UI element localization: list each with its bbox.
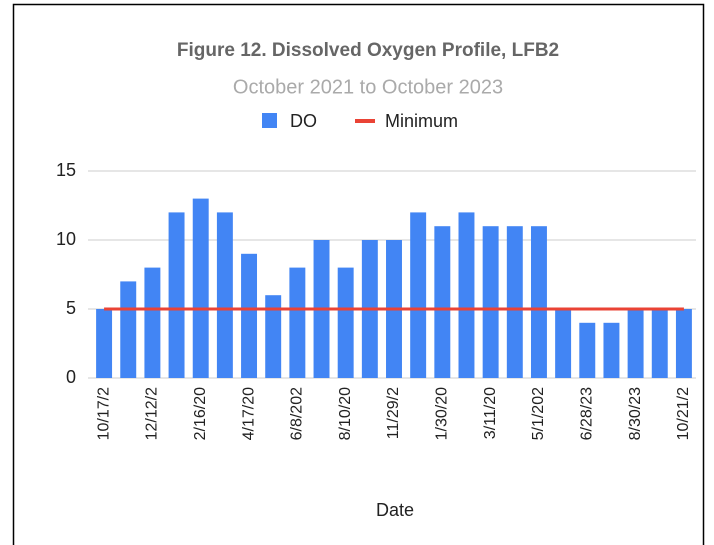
- chart-subtitle: October 2021 to October 2023: [233, 76, 503, 98]
- x-tick-label: 4/17/20: [240, 387, 257, 440]
- y-tick-label: 10: [56, 229, 76, 249]
- x-tick-label: 10/17/2: [95, 387, 112, 440]
- legend-label: Minimum: [385, 111, 458, 131]
- bar: [458, 212, 475, 378]
- bar: [216, 212, 233, 378]
- x-tick-label: 6/28/23: [578, 387, 595, 440]
- bar: [410, 212, 427, 378]
- bar: [337, 267, 354, 378]
- bar: [289, 267, 306, 378]
- y-tick-label: 15: [56, 160, 76, 180]
- y-tick-label: 5: [66, 298, 76, 318]
- bar: [506, 226, 523, 378]
- legend-swatch: [262, 113, 277, 128]
- bar: [530, 226, 547, 378]
- x-axis-label: Date: [376, 500, 414, 520]
- legend-swatch: [355, 119, 375, 123]
- x-tick-label: 5/1/202: [530, 387, 547, 440]
- bar: [675, 309, 692, 378]
- x-tick-label: 3/11/20: [482, 387, 499, 439]
- x-tick-label: 8/30/23: [627, 387, 644, 440]
- bar: [96, 309, 113, 378]
- chart-frame: [12, 3, 705, 545]
- y-tick-label: 0: [66, 367, 76, 387]
- bar: [434, 226, 451, 378]
- bar: [579, 322, 596, 378]
- x-tick-label: 1/30/20: [434, 387, 451, 440]
- bar: [241, 253, 258, 378]
- x-tick-label: 12/12/2: [144, 387, 161, 440]
- bar: [482, 226, 499, 378]
- bar: [168, 212, 185, 378]
- bar: [120, 281, 137, 378]
- x-tick-label: 10/21/2: [675, 387, 692, 440]
- bar: [265, 295, 282, 378]
- chart-title: Figure 12. Dissolved Oxygen Profile, LFB…: [177, 40, 559, 61]
- bar: [144, 267, 161, 378]
- x-tick-label: 2/16/20: [192, 387, 209, 440]
- bar: [651, 309, 668, 378]
- bar: [627, 309, 644, 378]
- x-tick-label: 11/29/2: [385, 387, 402, 439]
- bar: [555, 309, 572, 378]
- bar: [192, 198, 209, 378]
- x-tick-label: 6/8/202: [289, 387, 306, 440]
- x-tick-label: 8/10/20: [337, 387, 354, 440]
- legend-label: DO: [290, 111, 317, 131]
- bar: [603, 322, 620, 378]
